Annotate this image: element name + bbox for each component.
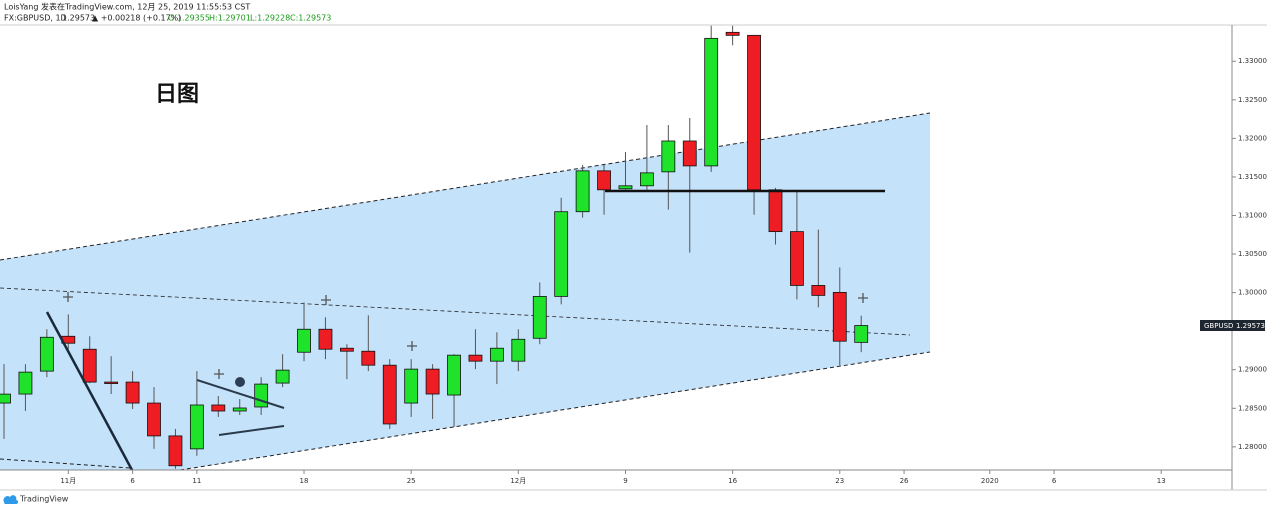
x-tick-label: 12月	[510, 477, 526, 485]
candle-body	[147, 402, 161, 437]
candle-body	[361, 350, 376, 366]
channel-middle	[0, 287, 911, 336]
y-tick-label: 1.28500	[1238, 404, 1267, 412]
candle-body	[318, 328, 333, 350]
candle-body	[254, 383, 269, 408]
candle-body	[682, 140, 697, 167]
candle-body	[854, 325, 869, 343]
price-tag-value: 1.29573	[1236, 322, 1265, 330]
y-tick-label: 1.30500	[1238, 250, 1267, 258]
channel-lower-old	[0, 458, 131, 469]
candle-body	[575, 170, 590, 213]
x-tick-label: 6	[1052, 477, 1057, 485]
candle-body	[704, 37, 719, 167]
y-tick-label: 1.31000	[1238, 211, 1267, 219]
low: L:1.29228	[250, 14, 290, 23]
triangle-upper	[196, 379, 285, 409]
y-tick-label: 1.32500	[1238, 96, 1267, 104]
candle-body	[618, 185, 633, 190]
x-tick-label: 11	[192, 477, 201, 485]
channel-upper	[0, 112, 931, 261]
candle-body	[554, 211, 569, 297]
cross-markers	[63, 292, 868, 379]
candle-body	[189, 404, 204, 450]
candle-body	[597, 170, 611, 191]
candle-body	[447, 354, 461, 396]
candle-body	[832, 291, 847, 342]
x-tick-label: 25	[407, 477, 416, 485]
candle-body	[468, 354, 483, 362]
price-tag-symbol: GBPUSD	[1204, 322, 1233, 330]
candle-body	[39, 336, 54, 372]
x-tick-label: 23	[835, 477, 844, 485]
close: C:1.29573	[290, 14, 331, 23]
candle-body	[489, 347, 504, 362]
x-tick-label: 18	[300, 477, 309, 485]
candle-body	[0, 393, 11, 404]
candle-body	[725, 31, 740, 36]
candle-body	[425, 368, 440, 395]
candle-body	[18, 371, 33, 395]
y-tick-label: 1.31500	[1238, 173, 1267, 181]
channel-fill	[0, 113, 930, 470]
marker-dot	[235, 377, 245, 387]
footer-brand: TradingView	[19, 495, 69, 504]
candle-body	[532, 295, 547, 339]
high: H:1.29701	[209, 14, 251, 23]
candle-body	[790, 231, 804, 286]
candle-body	[339, 347, 354, 352]
candle-body	[168, 435, 183, 467]
x-tick-label: 6	[130, 477, 135, 485]
channel-lower	[179, 351, 931, 471]
x-tick-label: 11月	[60, 477, 76, 485]
candle-body	[404, 368, 419, 404]
candle-body	[640, 172, 654, 187]
logo	[3, 495, 19, 504]
y-tick-label: 1.33000	[1238, 57, 1267, 65]
y-tick-label: 1.28000	[1238, 443, 1267, 451]
y-tick-label: 1.29000	[1238, 366, 1267, 374]
change: ▲ +0.00218 (+0.17%)	[92, 14, 181, 23]
triangle-lower	[218, 425, 285, 436]
candle-body	[382, 364, 397, 425]
y-tick-label: 1.32000	[1238, 134, 1267, 142]
last-price: 1.29573	[62, 14, 95, 23]
price-tag	[1200, 320, 1265, 331]
x-tick-label: 26	[900, 477, 909, 485]
candle-body	[661, 140, 676, 173]
x-tick-label: 16	[728, 477, 737, 485]
candle-body	[811, 285, 826, 296]
candle-body	[511, 338, 526, 362]
candle-body	[232, 407, 247, 412]
candle-body	[125, 381, 140, 404]
annotation: 日图	[155, 82, 199, 107]
trend-line	[45, 311, 134, 471]
candle-body	[82, 348, 97, 383]
y-tick-label: 1.30000	[1238, 289, 1267, 297]
candle-body	[747, 34, 761, 191]
candle-body	[768, 189, 783, 233]
open: O:1.29355	[168, 14, 210, 23]
symbol: FX:GBPUSD, 1D	[4, 14, 67, 23]
candle-body	[211, 404, 226, 412]
candle-body	[297, 328, 311, 353]
x-tick-label: 9	[623, 477, 627, 485]
x-tick-label: 13	[1157, 477, 1166, 485]
x-tick-label: 2020	[981, 477, 999, 485]
candle-body	[104, 381, 119, 384]
candle-body	[275, 369, 290, 384]
author-line: LoisYang 发表在TradingView.com, 12月 25, 201…	[4, 2, 250, 12]
